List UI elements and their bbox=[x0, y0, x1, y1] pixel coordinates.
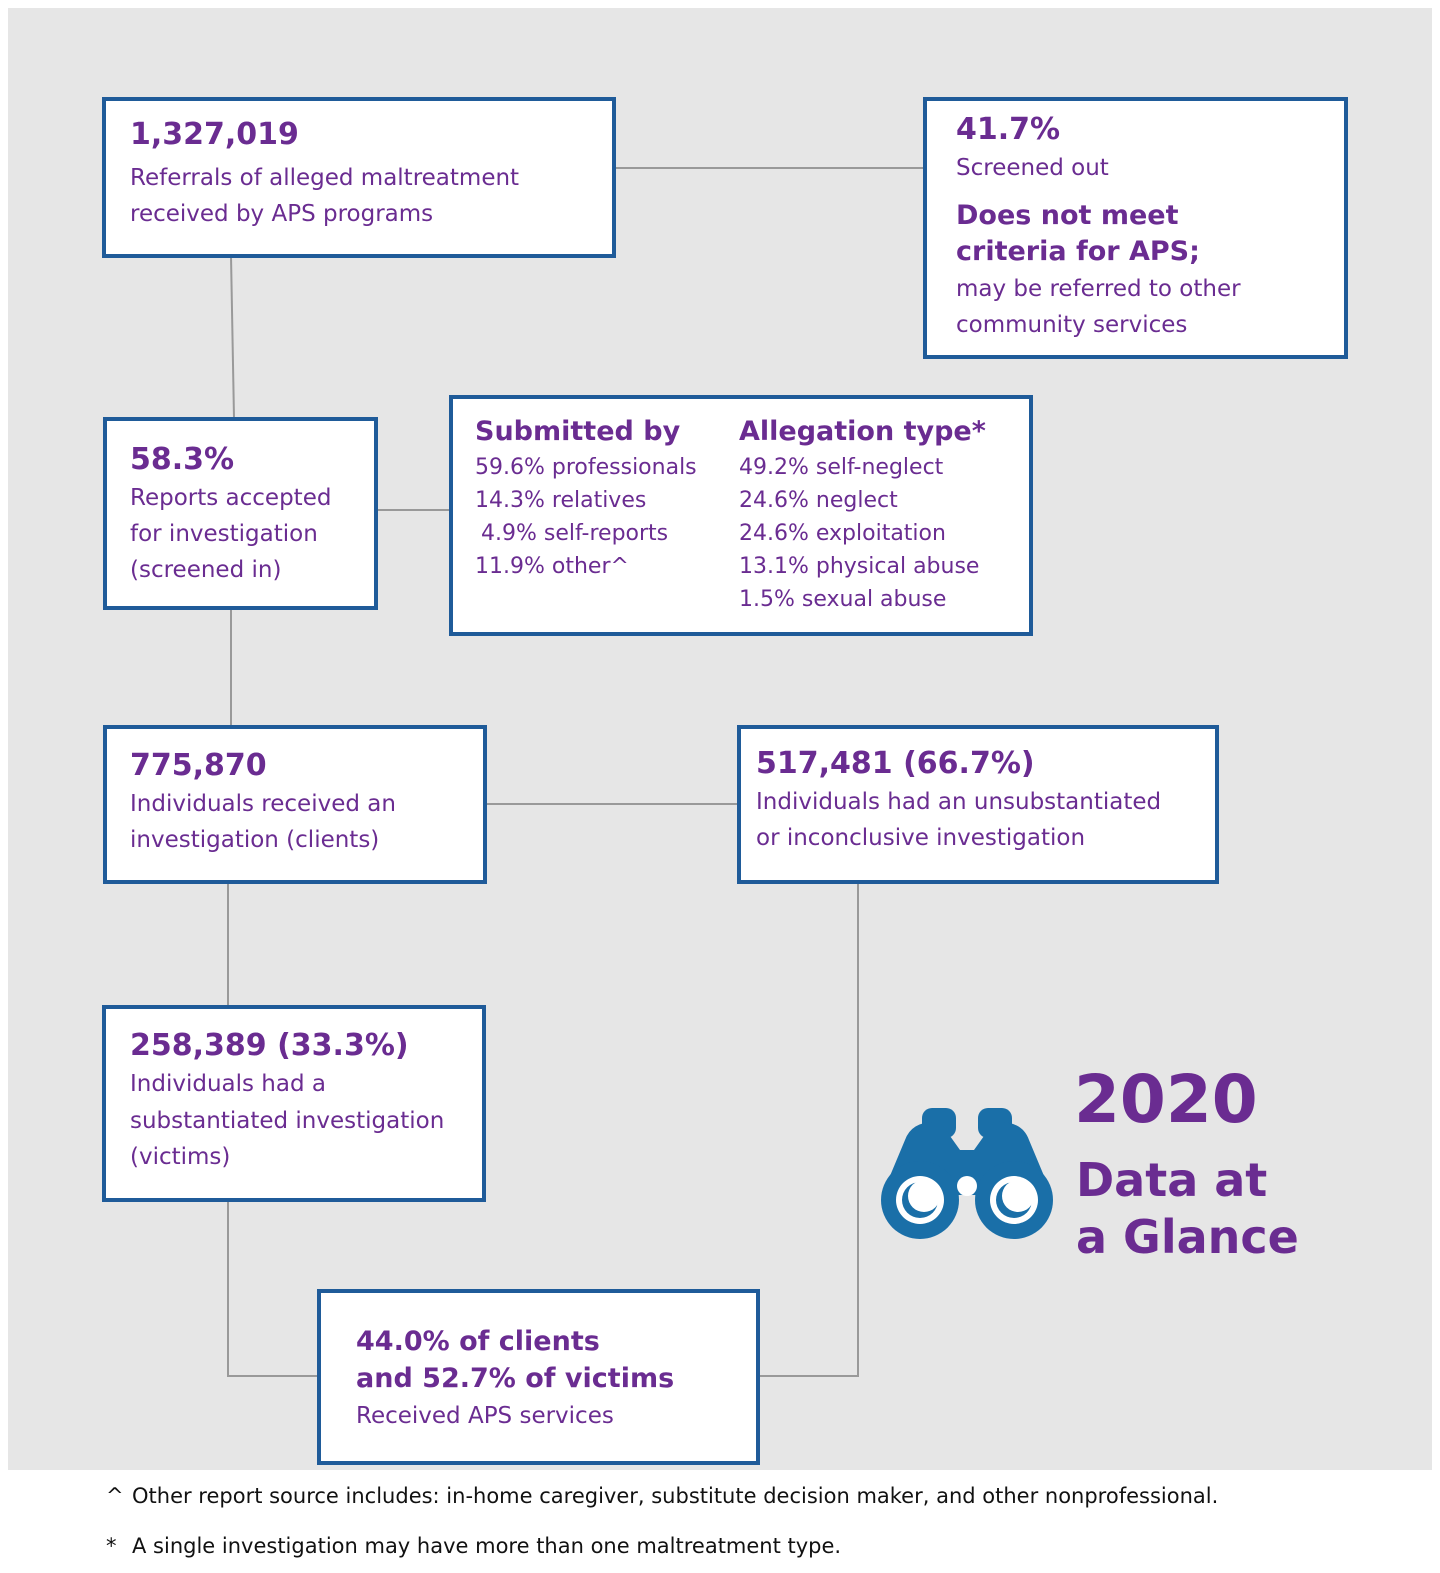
headline: 41.7% bbox=[956, 112, 1061, 147]
footnote-marker: * bbox=[106, 1534, 117, 1558]
text: community services bbox=[956, 312, 1188, 338]
text: Reports accepted bbox=[130, 485, 332, 511]
headline: 517,481 (66.7%) bbox=[756, 746, 1035, 781]
item: 24.6% neglect bbox=[739, 488, 898, 513]
connector bbox=[758, 882, 859, 1377]
text: investigation (clients) bbox=[130, 827, 380, 853]
binoculars-icon bbox=[881, 1108, 1053, 1239]
box bbox=[103, 417, 378, 610]
item: 1.5% sexual abuse bbox=[739, 587, 947, 612]
text: substantiated investigation bbox=[130, 1108, 445, 1134]
text: Screened out bbox=[956, 155, 1109, 181]
item: 49.2% self-neglect bbox=[739, 455, 944, 480]
emphasis: criteria for APS; bbox=[956, 236, 1200, 267]
text: for investigation bbox=[130, 521, 318, 547]
box bbox=[317, 1289, 760, 1465]
box bbox=[103, 725, 487, 884]
footnote: A single investigation may have more tha… bbox=[132, 1534, 842, 1558]
box bbox=[449, 395, 1033, 636]
headline: 58.3% bbox=[130, 442, 235, 477]
footnote: Other report source includes: in-home ca… bbox=[132, 1484, 1219, 1508]
box bbox=[102, 1005, 486, 1202]
column-title: Allegation type* bbox=[739, 416, 986, 447]
text: Referrals of alleged maltreatment bbox=[130, 165, 520, 191]
connector bbox=[227, 1200, 318, 1377]
box bbox=[923, 97, 1348, 359]
column-title: Submitted by bbox=[475, 416, 681, 447]
item: 11.9% other^ bbox=[475, 554, 629, 579]
text: Individuals had a bbox=[130, 1071, 326, 1097]
text: received by APS programs bbox=[130, 201, 434, 227]
item: 59.6% professionals bbox=[475, 455, 697, 480]
text: Individuals received an bbox=[130, 791, 396, 817]
headline: 258,389 (33.3%) bbox=[130, 1028, 409, 1063]
item: 13.1% physical abuse bbox=[739, 554, 980, 579]
item: 14.3% relatives bbox=[475, 488, 647, 513]
badge-title: Data at bbox=[1076, 1153, 1268, 1207]
emphasis: and 52.7% of victims bbox=[356, 1363, 675, 1394]
headline: 775,870 bbox=[130, 748, 267, 783]
text: Received APS services bbox=[356, 1403, 614, 1429]
connector bbox=[230, 255, 235, 419]
headline: 1,327,019 bbox=[130, 117, 299, 152]
text: (victims) bbox=[130, 1144, 231, 1170]
item: 24.6% exploitation bbox=[739, 521, 946, 546]
footnote-marker: ^ bbox=[106, 1484, 124, 1508]
text: may be referred to other bbox=[956, 276, 1241, 302]
text: (screened in) bbox=[130, 557, 282, 583]
emphasis: 44.0% of clients bbox=[356, 1326, 600, 1357]
item: 4.9% self-reports bbox=[481, 521, 669, 546]
emphasis: Does not meet bbox=[956, 200, 1179, 231]
badge-title: a Glance bbox=[1076, 1210, 1299, 1264]
text: or inconclusive investigation bbox=[756, 825, 1086, 851]
text: Individuals had an unsubstantiated bbox=[756, 789, 1162, 815]
badge-year: 2020 bbox=[1074, 1061, 1258, 1138]
box bbox=[737, 725, 1219, 884]
box bbox=[102, 97, 616, 258]
